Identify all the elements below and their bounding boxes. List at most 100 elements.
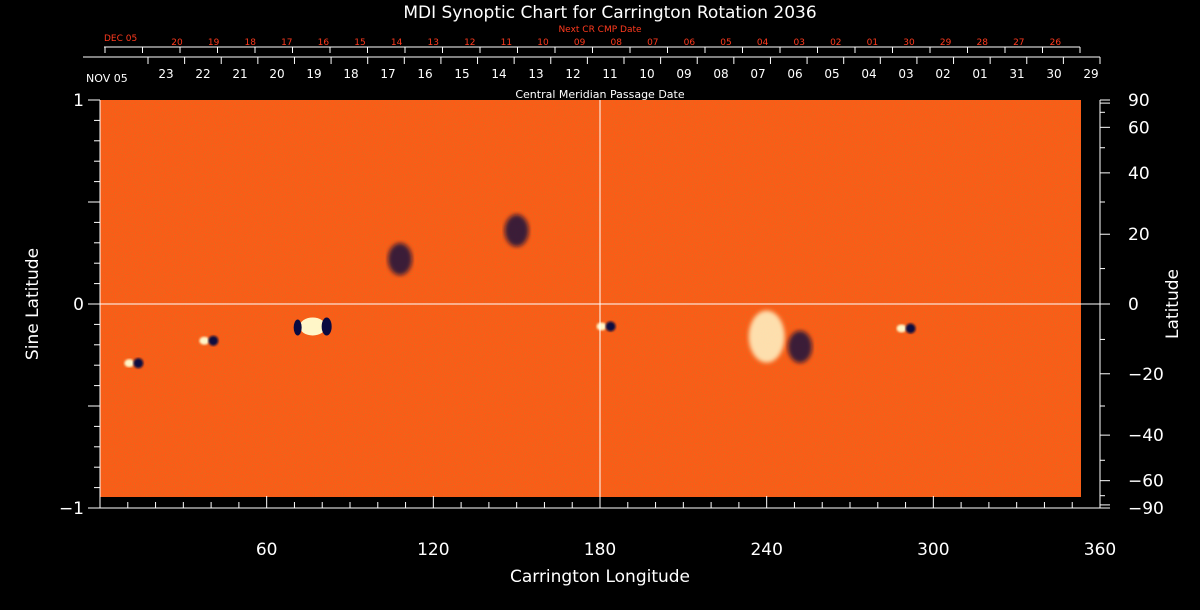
cmp-date-label: 01	[972, 67, 987, 81]
next-date-label: 05	[720, 38, 731, 48]
cmp-date-label: 14	[491, 67, 506, 81]
negative-flux	[208, 335, 219, 346]
x-tick-label: 240	[750, 540, 782, 560]
cmp-date-label: 22	[195, 67, 210, 81]
x-tick-label: 300	[917, 540, 949, 560]
cmp-date-label: 04	[861, 67, 876, 81]
next-date-label: 06	[684, 38, 696, 48]
next-date-label: 28	[976, 38, 988, 48]
negative-flux	[133, 358, 144, 369]
y-tick-label-right: −20	[1128, 365, 1164, 385]
cmp-date-label: 20	[269, 67, 284, 81]
positive-flux	[896, 324, 907, 333]
next-date-label: 03	[793, 38, 804, 48]
positive-flux	[124, 359, 135, 368]
active-region	[388, 243, 412, 276]
y-tick-label-left: −1	[59, 499, 84, 519]
active-region	[896, 323, 916, 334]
active-region	[199, 335, 219, 346]
active-region	[788, 330, 812, 363]
positive-flux	[596, 322, 607, 331]
cmp-date-label: 06	[787, 67, 802, 81]
longitude-axis: 60 120 180 240 300 360	[127, 496, 1116, 560]
next-date-label: 08	[610, 38, 622, 48]
cmp-start-label: NOV 05	[86, 72, 128, 85]
next-date-label: 10	[537, 38, 549, 48]
top-axis-label: Central Meridian Passage Date	[515, 88, 684, 101]
y-tick-label-left: 0	[73, 295, 84, 315]
cmp-date-axis: NOV 05 23 22 21 20 19 18 17 16 15 14 13 12 11 10 09 08 07…	[83, 56, 1101, 85]
next-cr-axis: DEC 05 20 19 18 17 16 15 14 13 12 11 10 09 08 07 06 05 04…	[104, 34, 1081, 53]
next-date-label: 19	[208, 38, 220, 48]
positive-flux	[199, 336, 210, 345]
sine-latitude-axis: 1 0 −1	[59, 91, 100, 519]
plot-area	[100, 100, 1100, 501]
next-date-label: 16	[318, 38, 330, 48]
next-start-label: DEC 05	[104, 34, 137, 44]
negative-flux	[504, 214, 529, 247]
cmp-date-label: 07	[750, 67, 765, 81]
active-region	[596, 321, 616, 332]
x-tick-label: 120	[417, 540, 449, 560]
y-tick-label-right: 90	[1128, 91, 1150, 111]
next-date-label: 18	[244, 38, 256, 48]
next-date-label: 12	[464, 38, 475, 48]
negative-flux	[321, 317, 332, 336]
y-tick-label-left: 1	[73, 91, 84, 111]
cmp-date-label: 16	[417, 67, 432, 81]
next-date-label: 07	[647, 38, 658, 48]
next-date-label: 04	[757, 38, 769, 48]
positive-flux	[299, 317, 326, 336]
negative-flux	[388, 243, 412, 276]
cmp-date-label: 11	[602, 67, 617, 81]
x-axis-label: Carrington Longitude	[510, 567, 690, 587]
next-date-label: 27	[1013, 38, 1024, 48]
next-date-label: 09	[574, 38, 586, 48]
cmp-date-label: 10	[639, 67, 654, 81]
cmp-date-label: 21	[232, 67, 247, 81]
cmp-date-label: 13	[528, 67, 543, 81]
negative-flux	[605, 321, 616, 332]
y-axis-label-left: Sine Latitude	[23, 248, 43, 360]
active-regions	[124, 214, 916, 369]
next-axis-label: Next CR CMP Date	[558, 25, 642, 35]
y-tick-label-right: 0	[1128, 295, 1139, 315]
next-date-label: 15	[354, 38, 365, 48]
active-region	[124, 358, 144, 369]
cmp-date-label: 29	[1083, 67, 1098, 81]
next-date-label: 29	[940, 38, 952, 48]
chart-title: MDI Synoptic Chart for Carrington Rotati…	[403, 3, 816, 23]
y-tick-label-right: −60	[1128, 472, 1164, 492]
y-tick-label-right: −90	[1128, 499, 1164, 519]
x-tick-label: 180	[584, 540, 616, 560]
y-tick-label-right: 20	[1128, 225, 1150, 245]
cmp-date-label: 30	[1046, 67, 1061, 81]
x-tick-label: 360	[1084, 540, 1116, 560]
cmp-date-label: 03	[898, 67, 913, 81]
y-axis-label-right: Latitude	[1163, 269, 1183, 339]
cmp-date-label: 09	[676, 67, 691, 81]
next-date-label: 13	[427, 38, 438, 48]
cmp-date-label: 19	[306, 67, 321, 81]
y-tick-label-right: −40	[1128, 426, 1164, 446]
next-date-label: 01	[867, 38, 878, 48]
cmp-date-label: 15	[454, 67, 469, 81]
negative-flux	[905, 323, 916, 334]
next-date-label: 02	[830, 38, 841, 48]
x-tick-label: 60	[256, 540, 278, 560]
missing-data-strip	[1081, 100, 1100, 501]
positive-flux	[748, 310, 785, 363]
next-date-label: 30	[903, 38, 915, 48]
next-date-label: 11	[501, 38, 512, 48]
active-region	[748, 310, 785, 363]
y-tick-label-right: 40	[1128, 164, 1150, 184]
cmp-date-label: 12	[565, 67, 580, 81]
negative-flux	[293, 319, 302, 336]
cmp-date-label: 05	[824, 67, 839, 81]
cmp-date-label: 31	[1009, 67, 1024, 81]
negative-flux	[788, 330, 812, 363]
active-region	[504, 214, 529, 247]
next-date-label: 14	[391, 38, 403, 48]
magnetogram-texture	[100, 100, 1081, 501]
